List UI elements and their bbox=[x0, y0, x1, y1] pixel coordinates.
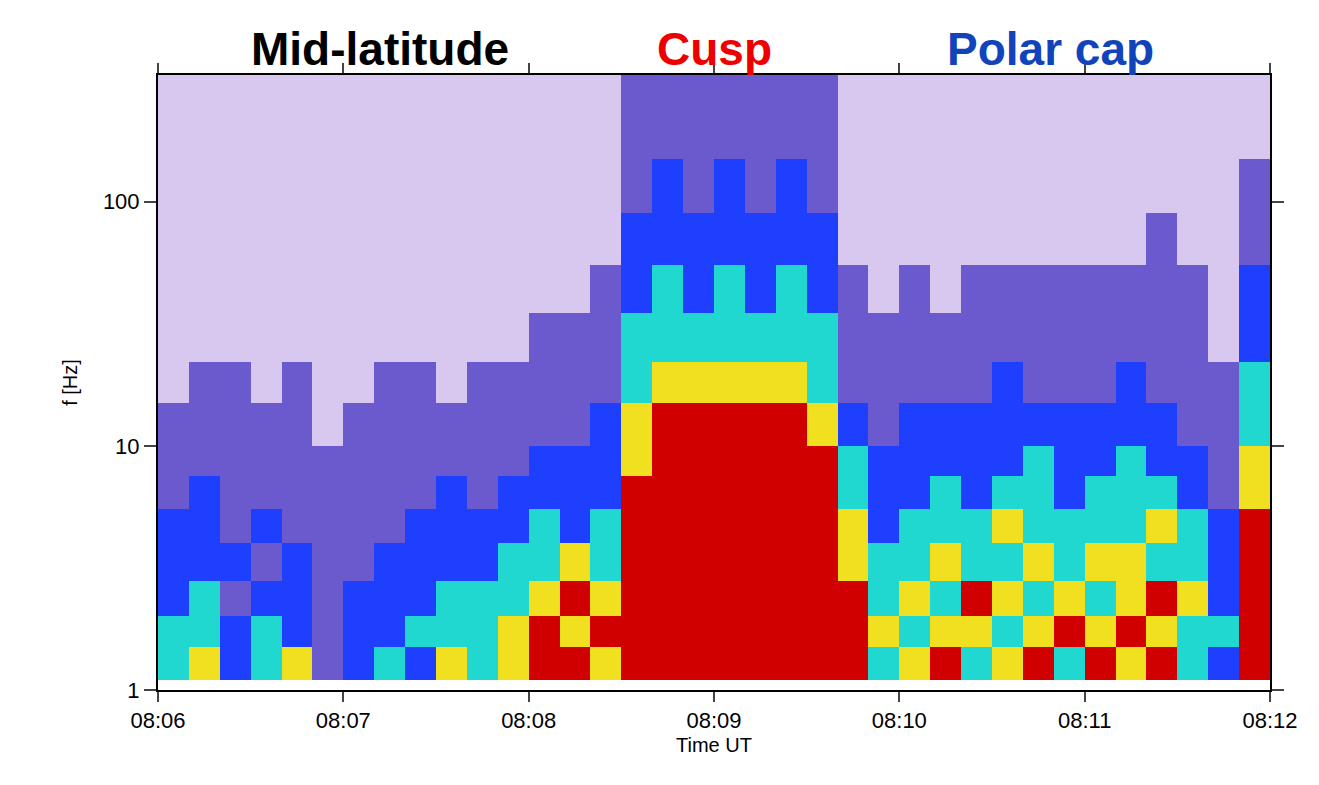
svg-text:08:12: 08:12 bbox=[1242, 708, 1297, 733]
svg-text:1: 1 bbox=[127, 678, 139, 703]
svg-text:08:09: 08:09 bbox=[686, 708, 741, 733]
svg-text:100: 100 bbox=[103, 189, 140, 214]
svg-text:10: 10 bbox=[115, 434, 139, 459]
svg-text:Cusp: Cusp bbox=[657, 23, 772, 75]
svg-text:Polar cap: Polar cap bbox=[947, 23, 1154, 75]
svg-text:08:07: 08:07 bbox=[316, 708, 371, 733]
svg-text:08:06: 08:06 bbox=[130, 708, 185, 733]
svg-text:08:08: 08:08 bbox=[501, 708, 556, 733]
svg-text:08:10: 08:10 bbox=[872, 708, 927, 733]
svg-text:Time UT: Time UT bbox=[676, 734, 752, 756]
svg-text:Mid-latitude: Mid-latitude bbox=[251, 23, 509, 75]
svg-text:f [Hz]: f [Hz] bbox=[59, 359, 81, 406]
svg-text:08:11: 08:11 bbox=[1058, 708, 1111, 733]
